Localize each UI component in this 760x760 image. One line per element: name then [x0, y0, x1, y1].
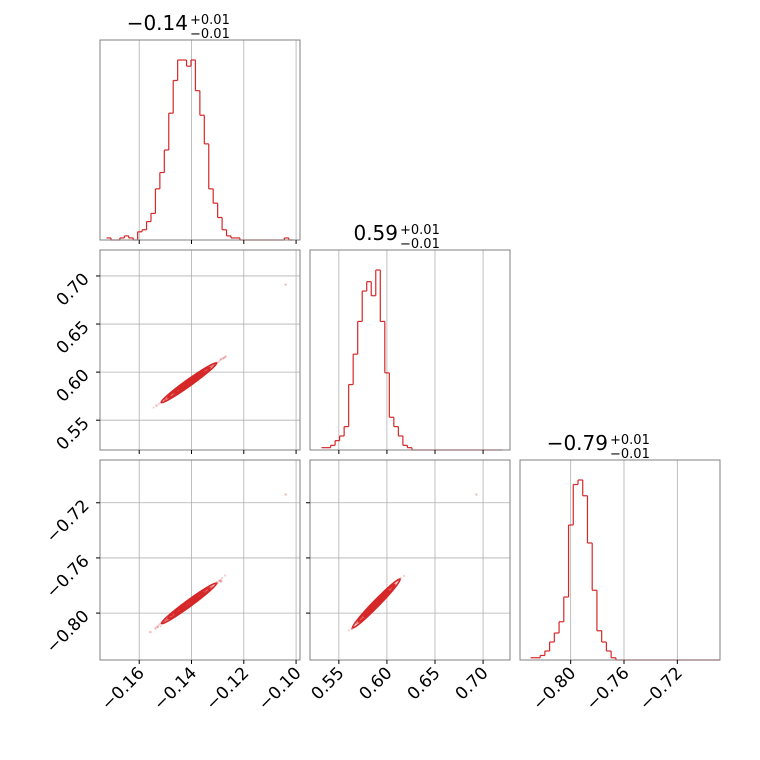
contour-0: [160, 361, 218, 404]
x-tick-label: 0.70: [452, 663, 493, 704]
y-tick-label: −0.72: [43, 496, 94, 547]
outlier-point: [284, 283, 287, 286]
sample-point: [350, 628, 353, 631]
sample-point: [156, 626, 159, 629]
sample-point: [355, 621, 358, 625]
panel-title-median: −0.14: [127, 11, 188, 35]
panel-frame: [99, 249, 301, 451]
sample-point: [219, 358, 223, 361]
sample-point: [211, 365, 214, 368]
y-tick-label: 0.55: [53, 414, 94, 455]
sample-point: [210, 586, 213, 589]
sample-point: [152, 406, 155, 409]
x-tick-label: 0.60: [356, 663, 397, 704]
sample-point: [156, 625, 159, 628]
sample-point: [163, 398, 166, 401]
sample-point: [155, 404, 158, 407]
sample-point: [223, 355, 227, 359]
x-tick-label: −0.14: [150, 663, 201, 714]
pair-panel-0: 0.55 0.60 0.65 0.70: [53, 249, 301, 455]
y-tick-label: −0.76: [43, 551, 94, 602]
panel-frame: [309, 249, 511, 451]
panel-title-median: −0.79: [547, 431, 608, 455]
sample-point: [394, 582, 397, 585]
sample-point: [154, 626, 157, 630]
x-tick-label: −0.16: [98, 663, 149, 714]
sample-point: [157, 623, 160, 626]
x-tick-label: −0.12: [202, 663, 253, 714]
contour-3: [367, 594, 385, 613]
x-tick-label: −0.80: [529, 663, 580, 714]
x-tick-label: 0.55: [307, 663, 348, 704]
panel-title-plus: +0.01: [610, 433, 650, 448]
outlier-point: [284, 493, 287, 496]
sample-point: [157, 402, 160, 405]
pair-panel-1: −0.80−0.76−0.72: [43, 459, 301, 664]
hist-panel-0: −0.14 +0.01−0.01: [99, 11, 301, 244]
panel-title-minus: −0.01: [610, 447, 650, 462]
sample-point: [219, 580, 222, 583]
hist-panel-2: −0.79 +0.01−0.01: [519, 431, 721, 664]
sample-point: [211, 364, 214, 368]
panel-title-median: 0.59: [353, 221, 398, 245]
outlier-point: [475, 493, 478, 496]
x-tick-label: −0.76: [583, 663, 634, 714]
y-tick-label: 0.70: [53, 269, 94, 310]
x-tick-label: 0.65: [404, 663, 445, 704]
y-tick-label: −0.80: [43, 606, 94, 657]
panel-title-minus: −0.01: [400, 237, 440, 252]
sample-point: [148, 630, 151, 634]
sample-point: [159, 625, 162, 628]
sample-point: [210, 365, 213, 368]
sample-point: [221, 357, 224, 360]
sample-point: [164, 619, 167, 622]
panel-frame: [99, 459, 301, 661]
sample-point: [219, 358, 223, 361]
panel-frame: [519, 459, 721, 661]
y-tick-label: 0.65: [53, 317, 94, 358]
sample-point: [220, 579, 223, 583]
pair-panel-2: [306, 459, 511, 664]
sample-point: [219, 580, 222, 583]
sample-point: [403, 574, 406, 578]
contour-3: [179, 596, 199, 611]
sample-point: [219, 578, 222, 581]
panel-frame: [99, 39, 301, 241]
sample-point: [156, 625, 159, 628]
sample-point: [154, 627, 157, 630]
hist-panel-1: 0.59 +0.01−0.01: [309, 221, 511, 454]
sample-point: [218, 579, 221, 582]
panel-title-minus: −0.01: [190, 27, 230, 42]
contour-3: [179, 375, 199, 390]
sample-point: [149, 631, 153, 634]
y-tick-label: 0.60: [53, 366, 94, 407]
sample-point: [165, 618, 168, 622]
sample-point: [223, 356, 226, 359]
panel-title-plus: +0.01: [400, 223, 440, 238]
panel-title-plus: +0.01: [190, 13, 230, 28]
sample-point: [222, 357, 225, 360]
x-tick-label: −0.10: [255, 663, 306, 714]
sample-point: [217, 360, 220, 364]
sample-point: [216, 582, 219, 585]
sample-point: [223, 574, 227, 577]
sample-point: [220, 576, 224, 580]
panel-frame: [309, 459, 511, 661]
x-tick-label: −0.72: [636, 663, 687, 714]
sample-point: [224, 355, 227, 358]
sample-point: [218, 579, 221, 582]
sample-point: [218, 359, 221, 362]
sample-point: [155, 404, 158, 407]
sample-point: [347, 629, 350, 632]
